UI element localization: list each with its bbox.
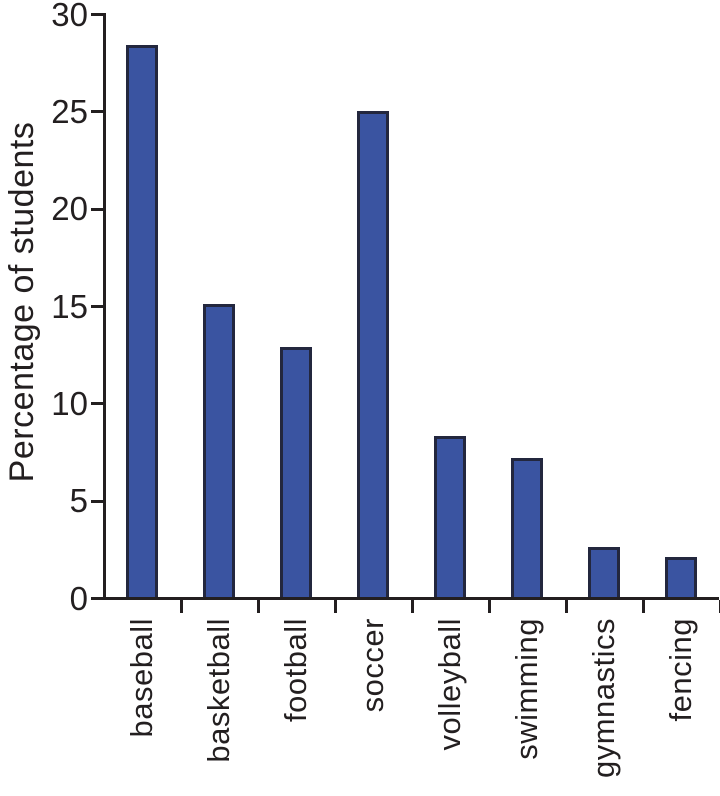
x-tick: [642, 600, 645, 613]
y-tick: [91, 13, 103, 16]
y-tick: [91, 110, 103, 114]
x-category-label: basketball: [200, 618, 236, 763]
x-tick: [565, 600, 568, 613]
y-tick: [91, 597, 103, 600]
bar-fencing: [664, 557, 697, 597]
x-category-label: football: [277, 618, 313, 722]
x-category-label: fencing: [662, 618, 698, 722]
y-tick-label: 20: [51, 190, 88, 228]
x-category-label: swimming: [508, 618, 544, 760]
y-tick: [91, 499, 103, 503]
x-tick: [411, 600, 414, 613]
y-tick-label: 5: [69, 482, 88, 520]
x-tick: [257, 600, 260, 613]
y-tick-label: 15: [51, 287, 88, 325]
y-tick: [91, 305, 103, 308]
bar-soccer: [356, 111, 389, 597]
bar-swimming: [510, 457, 543, 597]
x-category-label: soccer: [354, 618, 390, 713]
bar-basketball: [202, 303, 235, 597]
x-category-label: volleyball: [431, 618, 467, 751]
y-tick: [91, 207, 103, 211]
bar-gymnastics: [587, 547, 620, 597]
x-category-label: baseball: [123, 618, 159, 738]
x-tick: [334, 600, 337, 613]
x-tick: [488, 600, 491, 613]
y-tick-label: 25: [51, 92, 88, 130]
y-tick-label: 0: [69, 579, 88, 617]
plot-area: [91, 13, 720, 613]
bar-baseball: [125, 45, 158, 597]
bar-football: [279, 346, 312, 597]
y-tick-label: 10: [51, 384, 88, 422]
y-tick: [91, 402, 103, 406]
x-tick: [180, 600, 183, 613]
y-tick-label: 30: [51, 0, 88, 33]
bar-volleyball: [433, 436, 466, 597]
x-category-label: gymnastics: [585, 618, 621, 779]
